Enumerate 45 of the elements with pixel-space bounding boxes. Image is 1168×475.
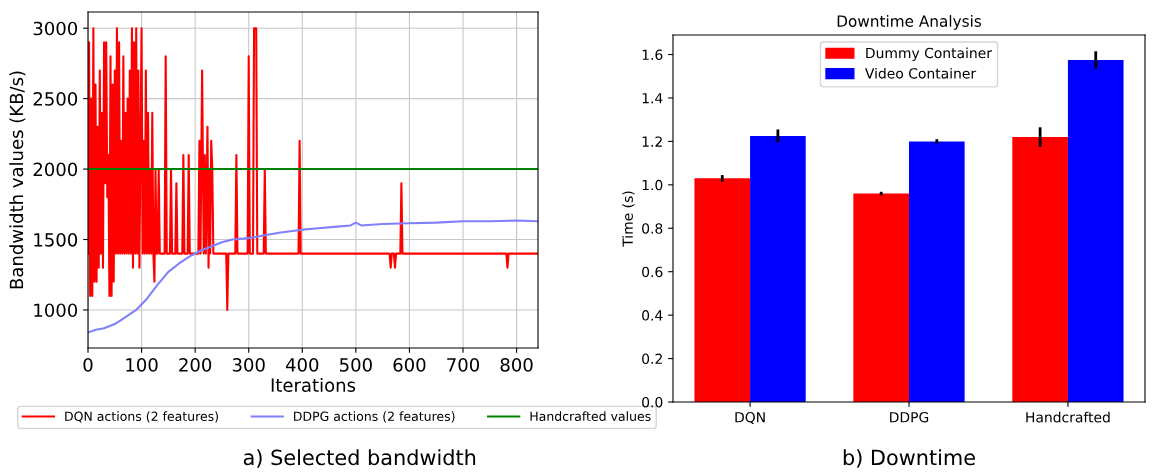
bar (909, 141, 965, 402)
bar (853, 193, 909, 402)
y-tick-label: 1.2 (642, 136, 662, 147)
x-tick-label: 200 (179, 358, 212, 372)
y-axis-title: Time (s) (622, 191, 635, 247)
legend-label: DQN actions (2 features) (65, 411, 218, 423)
y-tick-label: 0.2 (642, 353, 662, 365)
legend-label: Video Container (865, 67, 977, 79)
line-series (88, 27, 538, 311)
y-tick-label: 2000 (33, 162, 78, 177)
y-tick-label: 0.6 (642, 266, 663, 278)
x-tick-label: DDPG (890, 411, 929, 423)
x-tick-label: DQN (735, 411, 765, 425)
y-tick-label: 3000 (33, 21, 78, 36)
y-tick-label: 1.4 (642, 93, 663, 104)
x-tick-label: 400 (285, 358, 319, 372)
y-tick-label: 1.6 (642, 49, 663, 61)
y-axis-title: Bandwidth values (KB/s) (9, 71, 26, 289)
y-tick-label: 1500 (34, 232, 78, 247)
x-axis-title: Iterations (271, 377, 356, 392)
x-tick-label: 800 (500, 358, 533, 372)
bar (694, 178, 751, 402)
y-tick-label: 0.0 (642, 396, 663, 408)
legend-label: DDPG actions (2 features) (294, 411, 455, 423)
text: a) Selected bandwidth (243, 449, 476, 468)
legend-label: Dummy Container (866, 47, 992, 61)
y-tick-label: 1.0 (642, 179, 663, 191)
x-tick-label: 600 (393, 358, 426, 372)
x-tick-label: 700 (447, 358, 480, 372)
y-tick-label: 2500 (33, 92, 78, 106)
x-tick-label: 0 (83, 358, 93, 372)
chart-title: Downtime Analysis (837, 15, 982, 30)
line-series (88, 219, 538, 334)
x-tick-label: 300 (232, 358, 265, 372)
y-tick-label: 0.4 (642, 310, 663, 321)
text: b) Downtime (843, 449, 975, 468)
bar (1067, 59, 1124, 402)
bar (750, 135, 806, 402)
x-tick-label: 100 (126, 358, 158, 372)
y-tick-label: 0.8 (642, 223, 663, 234)
x-tick-label: 500 (340, 358, 372, 372)
x-tick-label: Handcrafted (1026, 411, 1110, 423)
y-tick-label: 1000 (34, 303, 78, 318)
legend-label: Handcrafted values (530, 411, 651, 422)
bar (1012, 137, 1068, 402)
